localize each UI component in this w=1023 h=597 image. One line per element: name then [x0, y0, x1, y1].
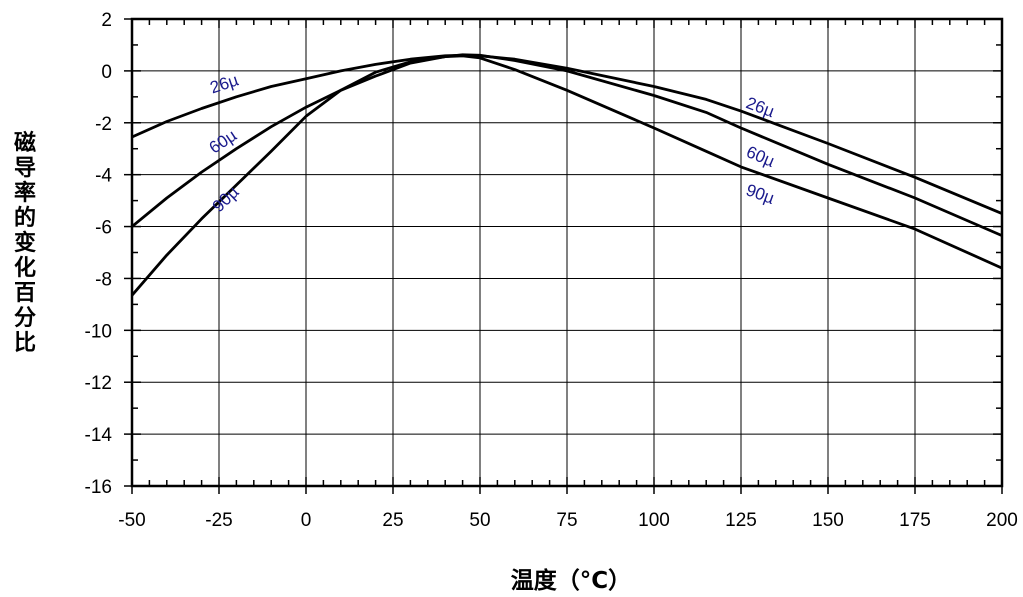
x-tick-label: 50	[469, 510, 490, 531]
y-tick-label: -6	[95, 218, 112, 239]
curve-label: 90µ	[744, 180, 778, 208]
y-axis-label-char: 变	[14, 230, 36, 256]
y-tick-label: -4	[95, 166, 112, 187]
y-axis-label-char: 的	[14, 205, 36, 231]
curve-labels: 26µ 60µ 90µ 26µ 60µ 90µ	[206, 70, 778, 216]
y-tick-label: 2	[101, 10, 112, 31]
y-tick-label: 0	[101, 62, 112, 83]
x-tick-label: 200	[986, 510, 1018, 531]
x-tick-label: 175	[899, 510, 931, 531]
series-line-90u	[130, 54, 1003, 297]
y-axis-label-char: 化	[14, 255, 36, 281]
x-tick-label: -50	[118, 510, 145, 531]
x-tick-label: 0	[301, 510, 312, 531]
y-tick-label: -12	[85, 373, 112, 394]
y-axis-label-char: 百	[14, 281, 36, 306]
x-axis-label: 温度（°C）	[511, 567, 631, 594]
y-axis-label-char: 分	[14, 306, 36, 331]
x-tick-label: 100	[638, 510, 670, 531]
curve-label: 60µ	[744, 142, 778, 171]
y-tick-label: -2	[95, 114, 112, 135]
curve-label: 26µ	[744, 93, 778, 121]
y-tick-label: -8	[95, 269, 112, 290]
curve-label: 90µ	[209, 182, 243, 216]
y-tick-label: -10	[85, 321, 112, 342]
x-tick-label: -25	[205, 510, 232, 531]
x-tick-label: 75	[556, 510, 577, 531]
y-axis-label-char: 比	[14, 331, 36, 356]
y-axis-label-char: 率	[14, 180, 36, 206]
series-lines	[130, 53, 1003, 297]
curve-label: 26µ	[208, 70, 241, 97]
plot-frame	[130, 17, 1004, 488]
x-tick-label: 150	[812, 510, 844, 531]
x-tick-label: 25	[382, 510, 403, 531]
y-tick-label: -16	[85, 477, 112, 498]
y-axis-label-char: 磁	[14, 130, 36, 156]
tick-labels: -50 -25 0 25 50 75 100 125 150 175 200 2 0 -2 -4 -6 -8 -1…	[85, 10, 1018, 531]
y-axis-label-char: 导	[14, 156, 36, 181]
y-tick-label: -14	[85, 425, 113, 446]
curve-label: 60µ	[206, 126, 241, 158]
x-tick-label: 125	[725, 510, 757, 531]
